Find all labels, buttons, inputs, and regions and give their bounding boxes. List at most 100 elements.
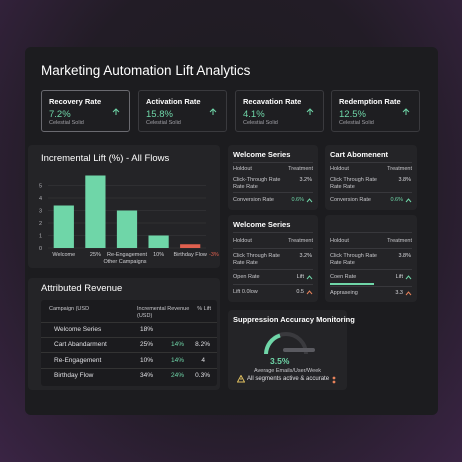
bar bbox=[116, 210, 138, 248]
row-label: Open Rate bbox=[233, 274, 260, 280]
bar bbox=[148, 235, 169, 248]
cell: 24% bbox=[171, 372, 185, 379]
chart-panel: Incremental Lift (%) - All Flows 0 1 2 3 4 5 W… bbox=[28, 145, 220, 268]
row-value: 0.5 bbox=[296, 289, 304, 295]
kpi-value: 15.8% bbox=[146, 109, 173, 120]
x-tick-label: Birthday Flow bbox=[174, 252, 207, 258]
bar bbox=[85, 175, 106, 248]
arrow-up bbox=[306, 290, 313, 295]
y-tick-label: 0 bbox=[39, 246, 42, 252]
cell: 14% bbox=[171, 341, 185, 348]
revenue-table: Campaign (USD Incremental Revenue (USD) … bbox=[41, 300, 217, 386]
col-header: Holdout bbox=[330, 166, 349, 172]
col-header: Incremental Revenue (USD) bbox=[137, 306, 190, 319]
y-tick-label: 2 bbox=[39, 221, 42, 227]
kpi-value: 12.5% bbox=[339, 109, 366, 120]
cell: 4 bbox=[201, 357, 205, 364]
x-tick-label: Re-Engagement bbox=[107, 252, 148, 258]
kpi-sub: Celestial Solid bbox=[49, 120, 84, 126]
suppression-status: All segments active & accurate bbox=[247, 376, 330, 382]
cell: 8.2% bbox=[195, 341, 210, 348]
row-label: Click-Through Rate Rate Rate bbox=[233, 177, 281, 190]
arrow-up bbox=[306, 198, 313, 203]
suppression-caption: Average Emails/User/Week bbox=[253, 368, 322, 374]
col-header: Campaign (USD bbox=[49, 306, 90, 312]
row-label: Click Through Rate Rate Rate bbox=[233, 253, 280, 266]
kpi-card[interactable]: Activation Rate 15.8% Celestial Solid bbox=[138, 90, 227, 132]
cell: 34% bbox=[140, 372, 154, 379]
col-header: Treatment bbox=[288, 238, 313, 244]
campaign-name: Cart Abandarment bbox=[54, 341, 107, 348]
kpi-label: Redemption Rate bbox=[339, 97, 401, 106]
chart-title: Incremental Lift (%) - All Flows bbox=[41, 153, 170, 164]
progress-bar bbox=[330, 283, 374, 285]
metric-card: Cart Abomenent Holdout Treatment Click T… bbox=[325, 145, 417, 210]
campaign-name: Re-Engagement bbox=[54, 357, 102, 364]
arrow-up bbox=[306, 108, 314, 115]
row-label: Click Through Rate Rate Rate bbox=[330, 253, 377, 266]
row-value: 0.6% bbox=[390, 197, 403, 203]
y-tick-label: 1 bbox=[39, 234, 42, 240]
y-tick-label: 5 bbox=[39, 184, 42, 190]
row-label: Conversion Rate bbox=[233, 197, 274, 203]
kpi-sub: Celestial Solid bbox=[146, 120, 181, 126]
metric-card: Welcome Series Holdout Treatment Click-T… bbox=[228, 145, 318, 210]
cell: 14% bbox=[171, 357, 185, 364]
revenue-title: Attributed Revenue bbox=[41, 283, 123, 294]
col-header: Holdout bbox=[233, 166, 252, 172]
cell: 18% bbox=[140, 326, 154, 333]
row-value: Lift bbox=[395, 274, 403, 280]
row-label: Click Through Rate Rate Rate bbox=[330, 177, 377, 190]
row-label: Conversion Rate bbox=[330, 197, 371, 203]
col-header: Treatment bbox=[288, 166, 313, 172]
kpi-card[interactable]: Redemption Rate 12.5% Celestial Solid bbox=[331, 90, 420, 132]
arrow-up bbox=[402, 108, 410, 115]
y-tick-label: 4 bbox=[39, 196, 42, 202]
arrow-up bbox=[405, 291, 412, 296]
page-title: Marketing Automation Lift Analytics bbox=[41, 63, 251, 78]
col-header: Holdout bbox=[330, 238, 349, 244]
row-value: 3.8% bbox=[398, 253, 411, 259]
row-value: 0.6% bbox=[291, 197, 304, 203]
x-tick-label: 10% bbox=[153, 252, 164, 258]
bar bbox=[180, 244, 201, 248]
campaign-name: Welcome Series bbox=[54, 326, 102, 333]
metric-card: Holdout Treatment Click Through Rate Rat… bbox=[325, 215, 417, 302]
card-title: Cart Abomenent bbox=[330, 150, 389, 159]
status-dot bbox=[332, 376, 336, 384]
metric-card: Welcome Series Holdout Treatment Click T… bbox=[228, 215, 318, 302]
x-tick-label: Welcome bbox=[52, 252, 75, 258]
row-label: Lift 0.0low bbox=[233, 289, 258, 295]
card-title: Welcome Series bbox=[233, 220, 291, 229]
row-value: Lift bbox=[296, 274, 304, 280]
arrow-up bbox=[306, 275, 313, 280]
x-axis-label: Other Campaigns bbox=[103, 259, 146, 265]
kpi-sub: Celestial Solid bbox=[339, 120, 374, 126]
row-label: Coen Rate bbox=[330, 274, 357, 280]
kpi-value: 4.1% bbox=[243, 109, 265, 120]
x-tick-label: 25% bbox=[90, 252, 101, 258]
bar bbox=[53, 205, 74, 248]
row-value: 3.8% bbox=[398, 177, 411, 183]
kpi-card[interactable]: Recavation Rate 4.1% Celestial Solid bbox=[235, 90, 324, 132]
suppression-value: 3.5% bbox=[270, 356, 290, 366]
col-header: Holdout bbox=[233, 238, 252, 244]
kpi-sub: Celestial Solid bbox=[243, 120, 278, 126]
annotation: -3% bbox=[209, 252, 219, 258]
gauge bbox=[264, 332, 315, 355]
col-header: Treatment bbox=[387, 238, 412, 244]
revenue-panel: Attributed Revenue Campaign (USD Increme… bbox=[28, 278, 220, 390]
arrow-up bbox=[405, 198, 412, 203]
chart: 0 1 2 3 4 5 Welcome 25% Re-Engagement 10% Birthday… bbox=[39, 175, 219, 265]
arrow-up bbox=[112, 108, 120, 115]
warning-icon bbox=[237, 375, 245, 383]
col-header: % Lift bbox=[197, 306, 211, 312]
kpi-card[interactable]: Recovery Rate 7.2% Celestial Solid bbox=[41, 90, 130, 132]
row-label: Appraseing bbox=[330, 290, 358, 296]
suppression-title: Suppression Accuracy Monitoring bbox=[233, 315, 355, 324]
kpi-label: Activation Rate bbox=[146, 97, 201, 106]
col-header: Treatment bbox=[387, 166, 412, 172]
card-title: Welcome Series bbox=[233, 150, 291, 159]
kpi-label: Recovery Rate bbox=[49, 97, 102, 106]
